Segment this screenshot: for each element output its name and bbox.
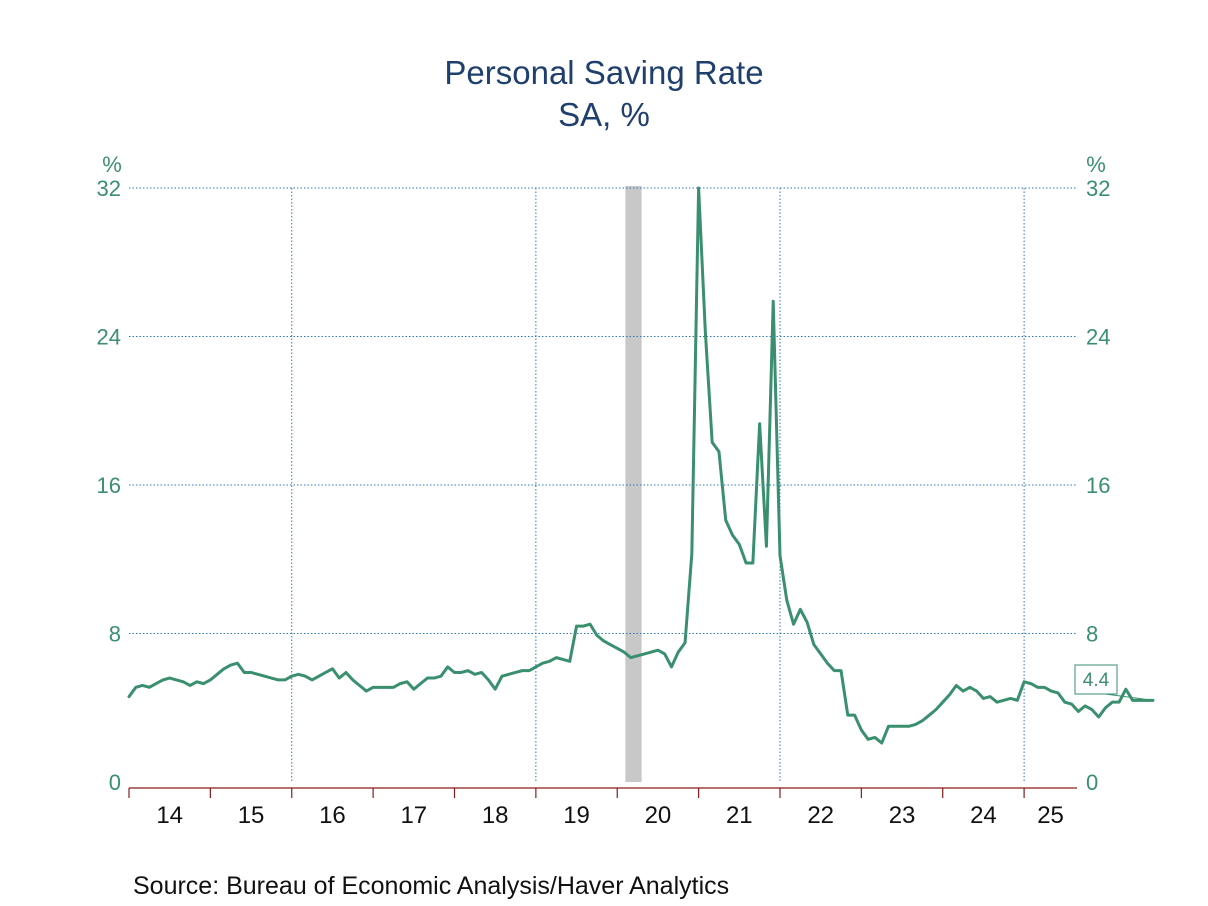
x-axis <box>128 787 1077 798</box>
y-tick-right-8: 8 <box>1086 622 1098 647</box>
x-tick-label-21: 21 <box>726 802 753 829</box>
gridlines <box>129 187 1077 782</box>
chart-subtitle: SA, % <box>558 96 650 133</box>
series-layer <box>127 186 1155 745</box>
recession-bar <box>625 186 642 782</box>
x-tick-label-15: 15 <box>238 802 265 829</box>
last-value-callout: 4.4 <box>1074 664 1154 701</box>
y-unit-right: % <box>1086 152 1106 177</box>
x-tick-label-20: 20 <box>645 802 672 829</box>
y-tick-right-24: 24 <box>1086 325 1110 350</box>
y-tick-left-32: 32 <box>97 176 121 201</box>
x-tick-label-19: 19 <box>563 802 590 829</box>
series-line-0 <box>127 186 1155 745</box>
y-tick-right-32: 32 <box>1086 176 1110 201</box>
y-tick-right-0: 0 <box>1086 770 1098 795</box>
y-tick-right-16: 16 <box>1086 473 1110 498</box>
source-note: Source: Bureau of Economic Analysis/Have… <box>133 872 729 900</box>
y-unit-left: % <box>102 152 122 177</box>
x-tick-label-16: 16 <box>319 802 346 829</box>
x-tick-label-17: 17 <box>400 802 427 829</box>
x-tick-label-14: 14 <box>156 802 183 829</box>
y-tick-left-24: 24 <box>97 325 121 350</box>
y-tick-left-8: 8 <box>109 622 121 647</box>
x-tick-label-22: 22 <box>807 802 834 829</box>
last-value-box <box>1074 664 1118 695</box>
y-tick-left-0: 0 <box>109 770 121 795</box>
x-tick-labels: 14 15 16 17 18 19 20 21 22 23 24 25 <box>156 802 1064 829</box>
x-tick-label-24: 24 <box>970 802 997 829</box>
last-value-label: 4.4 <box>1083 670 1110 691</box>
y-tick-left-16: 16 <box>97 473 121 498</box>
y-tick-labels: 0 0 8 8 16 16 24 24 32 32 <box>97 176 1111 795</box>
x-tick-label-18: 18 <box>482 802 509 829</box>
recession-shading <box>625 186 642 782</box>
chart-title: Personal Saving Rate <box>444 54 763 91</box>
x-tick-label-23: 23 <box>889 802 916 829</box>
x-tick-label-25: 25 <box>1037 802 1064 829</box>
